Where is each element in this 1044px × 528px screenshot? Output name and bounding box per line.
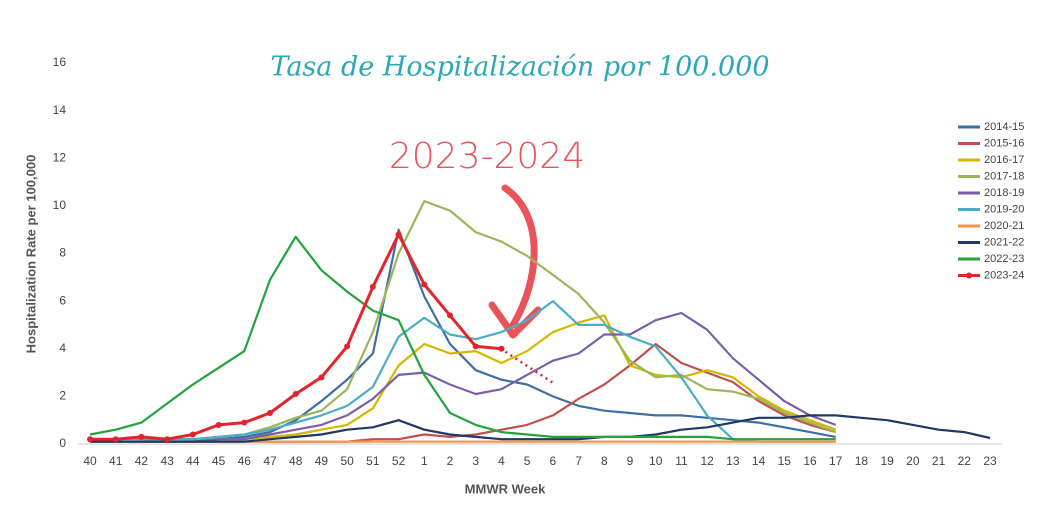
projection bbox=[504, 350, 554, 384]
chart-title: Tasa de Hospitalización por 100.000 bbox=[270, 52, 769, 83]
x-tick-label: 40 bbox=[83, 454, 97, 468]
x-tick-label: 6 bbox=[550, 454, 557, 468]
x-tick-label: 1 bbox=[421, 454, 428, 468]
point-marker bbox=[138, 433, 145, 440]
y-tick-label: 14 bbox=[53, 103, 67, 117]
point-marker bbox=[369, 283, 376, 290]
x-tick-label: 13 bbox=[726, 454, 740, 468]
y-tick-label: 10 bbox=[53, 198, 67, 212]
x-tick-label: 50 bbox=[340, 454, 354, 468]
point-marker bbox=[395, 231, 402, 238]
legend-label: 2015-16 bbox=[984, 137, 1024, 149]
point-marker bbox=[241, 419, 248, 426]
x-tick-label: 45 bbox=[212, 454, 226, 468]
series-line bbox=[90, 414, 991, 443]
annotation-arrow bbox=[501, 184, 538, 329]
x-tick-label: 14 bbox=[752, 454, 766, 468]
x-tick-label: 42 bbox=[135, 454, 149, 468]
y-axis-label: Hospitalization Rate per 100,000 bbox=[23, 155, 38, 354]
x-tick-label: 46 bbox=[238, 454, 252, 468]
legend-label: 2022-23 bbox=[984, 253, 1024, 265]
series-line bbox=[90, 232, 502, 441]
legend-marker bbox=[966, 272, 972, 279]
point-marker bbox=[87, 436, 93, 443]
series-line bbox=[90, 228, 836, 443]
point-marker bbox=[112, 436, 119, 443]
point-marker bbox=[164, 436, 171, 443]
y-tick-label: 4 bbox=[59, 341, 66, 355]
x-tick-label: 23 bbox=[983, 454, 997, 468]
x-tick-label: 15 bbox=[778, 454, 792, 468]
x-tick-label: 47 bbox=[263, 454, 277, 468]
point-marker bbox=[421, 281, 428, 288]
legend-label: 2016-17 bbox=[984, 154, 1024, 166]
x-tick-label: 18 bbox=[855, 454, 869, 468]
x-tick-label: 48 bbox=[289, 454, 303, 468]
x-tick-label: 2 bbox=[447, 454, 454, 468]
point-marker bbox=[189, 431, 196, 438]
x-tick-label: 21 bbox=[932, 454, 946, 468]
x-tick-label: 43 bbox=[160, 454, 174, 468]
legend-label: 2023-24 bbox=[984, 269, 1024, 281]
point-marker bbox=[498, 345, 505, 352]
legend-label: 2021-22 bbox=[984, 236, 1024, 248]
x-tick-label: 52 bbox=[392, 454, 406, 468]
y-tick-label: 0 bbox=[59, 436, 66, 450]
x-tick-label: 9 bbox=[627, 454, 634, 468]
point-marker bbox=[447, 312, 453, 319]
point-marker bbox=[344, 343, 351, 350]
legend-label: 2017-18 bbox=[984, 170, 1024, 182]
x-tick-label: 51 bbox=[366, 454, 380, 468]
x-tick-label: 11 bbox=[675, 454, 688, 468]
x-tick-label: 19 bbox=[880, 454, 894, 468]
x-tick-label: 49 bbox=[315, 454, 329, 468]
series-line bbox=[90, 200, 837, 443]
y-tick-label: 2 bbox=[59, 389, 66, 403]
legend-label: 2020-21 bbox=[984, 220, 1024, 232]
x-tick-label: 3 bbox=[472, 454, 479, 468]
legend-label: 2019-20 bbox=[984, 203, 1024, 215]
x-axis-label: MMWR Week bbox=[465, 481, 546, 496]
point-marker bbox=[215, 421, 222, 428]
point-marker bbox=[318, 374, 325, 381]
series-line bbox=[90, 311, 837, 443]
x-tick-label: 10 bbox=[649, 454, 663, 468]
annotation: 2023-2024 bbox=[389, 136, 585, 177]
x-tick-label: 20 bbox=[906, 454, 920, 468]
y-tick-label: 6 bbox=[59, 293, 66, 307]
x-tick-label: 22 bbox=[958, 454, 972, 468]
x-tick-label: 12 bbox=[700, 454, 714, 468]
x-tick-label: 8 bbox=[601, 454, 608, 468]
point-marker bbox=[292, 390, 299, 397]
point-marker bbox=[472, 343, 479, 350]
x-tick-label: 5 bbox=[524, 454, 531, 468]
y-tick-label: 8 bbox=[59, 246, 66, 260]
y-tick-label: 16 bbox=[53, 55, 67, 69]
series-line bbox=[90, 300, 836, 443]
x-tick-label: 44 bbox=[186, 454, 200, 468]
x-tick-label: 17 bbox=[829, 454, 843, 468]
x-tick-label: 7 bbox=[575, 454, 582, 468]
legend-label: 2014-15 bbox=[984, 121, 1024, 133]
x-tick-label: 41 bbox=[109, 454, 123, 468]
series-line bbox=[89, 235, 836, 441]
legend-label: 2018-19 bbox=[984, 187, 1024, 199]
x-tick-label: 16 bbox=[803, 454, 817, 468]
x-tick-label: 4 bbox=[498, 454, 505, 468]
y-tick-label: 12 bbox=[53, 150, 67, 164]
point-marker bbox=[267, 410, 273, 417]
